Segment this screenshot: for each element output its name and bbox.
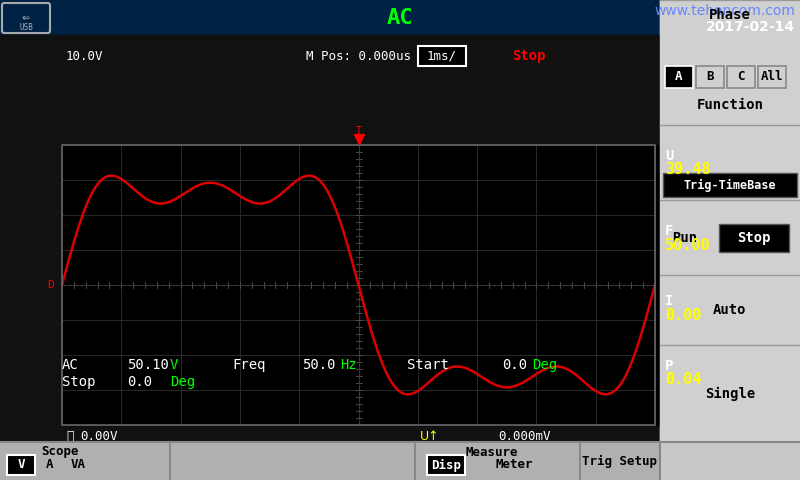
Text: I: I [665,294,674,308]
Text: 0.04: 0.04 [665,372,702,387]
Text: Hz: Hz [340,358,357,372]
FancyBboxPatch shape [719,224,789,252]
Text: Meter: Meter [495,458,533,471]
Text: 50.00: 50.00 [665,238,710,252]
Text: AC: AC [62,358,78,372]
Text: T: T [355,126,362,136]
Text: M Pos: 0.000us: M Pos: 0.000us [306,49,411,62]
Text: Run: Run [673,231,698,245]
Text: Single: Single [705,387,755,401]
Bar [660,0,800,90]
Text: AC: AC [386,8,414,28]
Text: Measure: Measure [466,445,518,458]
Text: Freq: Freq [232,358,266,372]
Text: 0.0: 0.0 [127,375,152,389]
Text: ⇐: ⇐ [22,13,30,23]
Text: 0.00V: 0.00V [80,430,118,443]
Text: Disp: Disp [431,458,461,471]
Bar [0,35,660,480]
FancyBboxPatch shape [696,66,724,88]
Text: Scope: Scope [42,444,78,457]
Text: V: V [18,458,25,471]
Text: 39.48: 39.48 [665,163,710,178]
Text: ⏚: ⏚ [66,430,74,443]
Text: USB: USB [19,23,33,32]
Bar [62,145,655,425]
Text: U: U [665,149,674,163]
Text: Deg: Deg [532,358,557,372]
Bar [0,35,660,145]
Text: Auto: Auto [714,303,746,317]
Bar [62,145,655,425]
Text: Trig-TimeBase: Trig-TimeBase [684,179,776,192]
Text: C: C [738,71,745,84]
Bar [660,275,800,345]
Text: Start: Start [407,358,449,372]
Text: V: V [170,358,178,372]
Bar [0,0,800,35]
Bar [660,90,800,200]
Text: A: A [46,458,54,471]
Bar [660,442,800,480]
Text: 1ms/: 1ms/ [426,49,457,62]
Text: D: D [47,280,54,290]
FancyBboxPatch shape [7,455,35,475]
FancyBboxPatch shape [418,46,466,66]
Text: Stop: Stop [62,375,95,389]
Text: 0.000mV: 0.000mV [498,430,550,443]
Text: VA: VA [70,458,86,471]
Text: 50.10: 50.10 [127,358,169,372]
FancyBboxPatch shape [727,66,755,88]
Text: P: P [665,359,674,373]
Text: All: All [761,71,783,84]
FancyBboxPatch shape [758,66,786,88]
Text: Phase: Phase [709,8,751,22]
Text: 0.0: 0.0 [502,358,527,372]
FancyBboxPatch shape [663,173,797,197]
Text: A: A [675,71,682,84]
Text: 10.0V: 10.0V [66,49,103,62]
FancyBboxPatch shape [2,3,50,33]
Text: Trig Setup: Trig Setup [582,455,658,468]
Text: B: B [706,71,714,84]
Bar [660,345,800,442]
Text: Stop: Stop [738,231,770,245]
Text: Stop: Stop [512,49,546,63]
Bar [655,145,660,425]
Text: 0.00: 0.00 [665,308,702,323]
Text: www.tehencom.com: www.tehencom.com [654,4,795,18]
Text: U↑: U↑ [420,430,439,443]
Text: 2017-02-14: 2017-02-14 [706,20,795,34]
Bar [660,200,800,275]
FancyBboxPatch shape [427,455,465,475]
Bar [0,442,800,480]
Text: Deg: Deg [170,375,195,389]
Text: 50.0: 50.0 [302,358,335,372]
Bar [660,0,800,442]
Text: F: F [665,224,674,238]
FancyBboxPatch shape [665,66,693,88]
Text: Function: Function [697,98,763,112]
